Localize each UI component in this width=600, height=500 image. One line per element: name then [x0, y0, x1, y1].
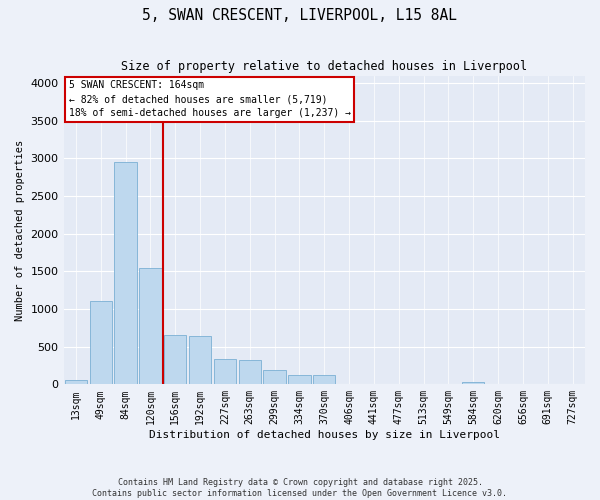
Bar	[115, 162, 137, 384]
Bar	[65, 380, 87, 384]
Text: 5, SWAN CRESCENT, LIVERPOOL, L15 8AL: 5, SWAN CRESCENT, LIVERPOOL, L15 8AL	[143, 8, 458, 22]
X-axis label: Distribution of detached houses by size in Liverpool: Distribution of detached houses by size …	[149, 430, 500, 440]
Bar	[214, 360, 236, 384]
Bar	[239, 360, 261, 384]
Text: Contains HM Land Registry data © Crown copyright and database right 2025.
Contai: Contains HM Land Registry data © Crown c…	[92, 478, 508, 498]
Title: Size of property relative to detached houses in Liverpool: Size of property relative to detached ho…	[121, 60, 527, 73]
Y-axis label: Number of detached properties: Number of detached properties	[15, 140, 25, 320]
Bar	[288, 376, 311, 384]
Bar	[89, 302, 112, 384]
Bar	[139, 268, 161, 384]
Bar	[263, 370, 286, 384]
Bar	[189, 336, 211, 384]
Text: 5 SWAN CRESCENT: 164sqm
← 82% of detached houses are smaller (5,719)
18% of semi: 5 SWAN CRESCENT: 164sqm ← 82% of detache…	[69, 80, 351, 118]
Bar	[313, 376, 335, 384]
Bar	[164, 336, 187, 384]
Bar	[462, 382, 484, 384]
